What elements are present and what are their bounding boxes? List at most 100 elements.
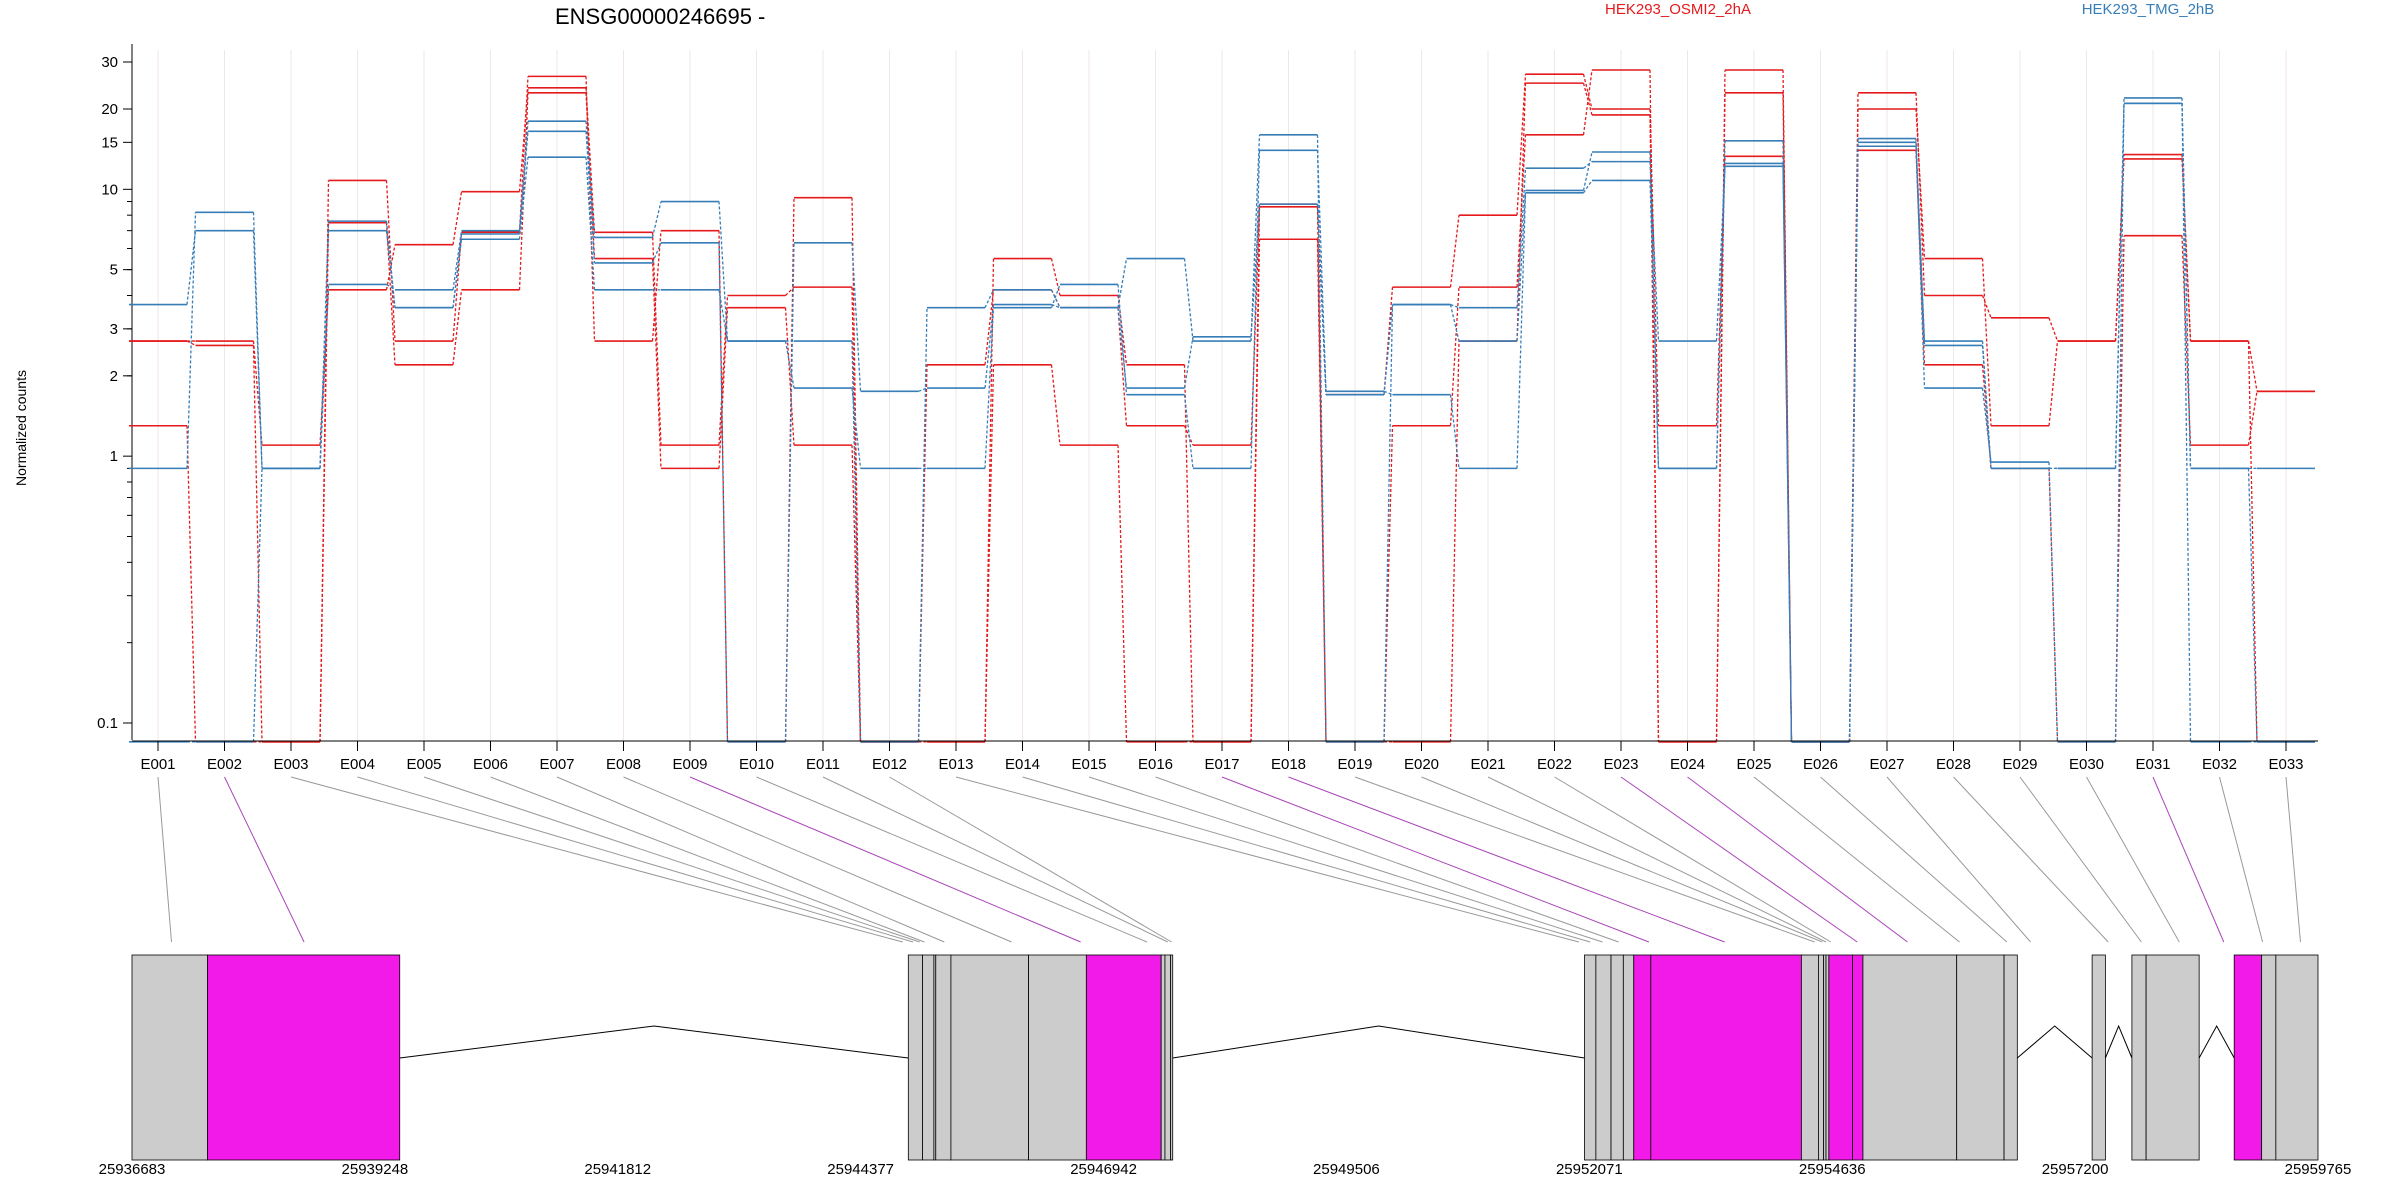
series-3-connector bbox=[851, 387, 862, 469]
exon-box-e029 bbox=[2131, 954, 2147, 1161]
intron-line bbox=[2104, 1024, 2133, 1059]
y-tick-label: 3 bbox=[110, 321, 118, 338]
x-tick-label-e020: E020 bbox=[1404, 756, 1439, 773]
x-tick-label-e004: E004 bbox=[340, 756, 375, 773]
x-tick-label-e026: E026 bbox=[1803, 756, 1838, 773]
genomic-tick-label: 25952071 bbox=[1556, 1161, 1623, 1178]
x-tick-label-e029: E029 bbox=[2002, 756, 2037, 773]
exon-box-e008 bbox=[1028, 954, 1087, 1161]
series-1-connector bbox=[651, 232, 662, 446]
exon-link-e031 bbox=[2152, 776, 2225, 943]
series-0-connector bbox=[1050, 364, 1061, 446]
x-tick-label-e012: E012 bbox=[872, 756, 907, 773]
genomic-tick-label: 25959765 bbox=[2285, 1161, 2352, 1178]
genomic-tick-label: 25941812 bbox=[584, 1161, 651, 1178]
series-4-connector bbox=[1915, 142, 1926, 389]
exon-box-e007 bbox=[950, 954, 1029, 1161]
exon-link-e021 bbox=[1487, 776, 1827, 943]
legend-entry-osmi2: HEK293_OSMI2_2hA bbox=[1605, 1, 1751, 18]
exon-link-e022 bbox=[1554, 776, 1831, 943]
series-4-connector bbox=[1051, 303, 1061, 309]
series-2-connector bbox=[984, 258, 995, 742]
series-4-connector bbox=[984, 304, 995, 389]
series-5-connector bbox=[1383, 304, 1394, 742]
exon-box-e016 bbox=[1622, 954, 1635, 1161]
series-0-connector bbox=[385, 222, 396, 365]
x-tick-label-e010: E010 bbox=[739, 756, 774, 773]
series-4-connector bbox=[651, 242, 662, 264]
x-tick-label-e027: E027 bbox=[1869, 756, 1904, 773]
series-5-connector bbox=[1050, 289, 1061, 308]
series-0-connector bbox=[1117, 445, 1128, 742]
series-3-connector bbox=[1117, 284, 1128, 395]
series-0-connector bbox=[718, 307, 729, 469]
series-2-connector bbox=[718, 230, 729, 742]
series-0-connector bbox=[1449, 341, 1460, 742]
series-4-connector bbox=[2114, 97, 2125, 742]
series-1-connector bbox=[851, 287, 862, 742]
series-1-connector bbox=[1981, 258, 1992, 426]
exon-box-e031 bbox=[2233, 954, 2263, 1161]
series-2-connector bbox=[1050, 258, 1061, 296]
intron-line bbox=[2016, 1025, 2093, 1059]
x-tick-label-e011: E011 bbox=[806, 756, 840, 773]
x-tick-label-e024: E024 bbox=[1670, 756, 1705, 773]
series-5-connector bbox=[385, 221, 396, 308]
exon-link-e014 bbox=[1022, 776, 1591, 943]
exon-box-e003 bbox=[907, 954, 923, 1161]
series-2-connector bbox=[319, 180, 330, 742]
series-5-connector bbox=[984, 289, 995, 308]
gene-model bbox=[131, 954, 2319, 1161]
series-1-connector bbox=[1449, 287, 1460, 426]
series-0-connector bbox=[518, 92, 529, 290]
series-2-connector bbox=[851, 197, 862, 742]
series-2-connector bbox=[1915, 92, 1926, 296]
series-2-connector bbox=[1516, 74, 1527, 216]
x-tick-label-e014: E014 bbox=[1005, 756, 1040, 773]
series-4-connector bbox=[1516, 168, 1527, 308]
series-2-connector bbox=[651, 230, 662, 342]
exon-box-e015 bbox=[1610, 954, 1624, 1161]
exon-link-e008 bbox=[623, 776, 1012, 943]
y-tick-label: 5 bbox=[110, 262, 118, 279]
x-tick-label-e017: E017 bbox=[1204, 756, 1239, 773]
exon-link-e023 bbox=[1620, 776, 1858, 943]
genomic-tick-label: 25936683 bbox=[99, 1161, 166, 1178]
series-0-connector bbox=[1516, 83, 1527, 342]
series-4-connector bbox=[1183, 336, 1194, 389]
x-tick-label-e025: E025 bbox=[1736, 756, 1771, 773]
y-tick-label: 10 bbox=[101, 181, 118, 198]
series-1-connector bbox=[452, 191, 463, 245]
intron-line bbox=[1172, 1025, 1585, 1059]
x-tick-label-e001: E001 bbox=[140, 756, 175, 773]
series-3-connector bbox=[984, 307, 995, 469]
x-tick-label-e003: E003 bbox=[273, 756, 308, 773]
series-2-connector bbox=[1981, 295, 1992, 319]
exon-box-e019 bbox=[1800, 954, 1819, 1161]
series-3-connector bbox=[1582, 180, 1593, 194]
exon-link-e016 bbox=[1155, 776, 1619, 943]
series-4-connector bbox=[918, 387, 928, 392]
exon-link-e005 bbox=[423, 776, 920, 943]
exon-box-e030 bbox=[2145, 954, 2200, 1161]
intron-line bbox=[2198, 1024, 2235, 1059]
exon-link-e001 bbox=[157, 776, 172, 943]
series-4-connector bbox=[784, 242, 795, 742]
series-4-connector bbox=[1981, 387, 1992, 463]
x-tick-label-e019: E019 bbox=[1337, 756, 1372, 773]
series-2-connector bbox=[385, 180, 396, 342]
series-3-connector bbox=[1250, 150, 1261, 469]
series-4-connector bbox=[1117, 307, 1128, 389]
exon-link-e004 bbox=[357, 776, 914, 943]
series-3-connector bbox=[518, 157, 529, 240]
series-5-connector bbox=[1981, 341, 1992, 469]
x-axis: E001 E002 E003 E004 E005 E006 E007 E008 E009 E010… bbox=[132, 740, 2318, 773]
series-3-connector bbox=[1915, 146, 1926, 346]
series-layer bbox=[129, 69, 2315, 743]
series-5-connector bbox=[917, 307, 928, 742]
exon-box-e022 bbox=[1825, 954, 1830, 1161]
series-3-connector bbox=[784, 340, 795, 389]
series-0-connector bbox=[2114, 235, 2125, 742]
series-5-connector bbox=[1848, 138, 1859, 742]
exon-box-e017 bbox=[1633, 954, 1652, 1161]
